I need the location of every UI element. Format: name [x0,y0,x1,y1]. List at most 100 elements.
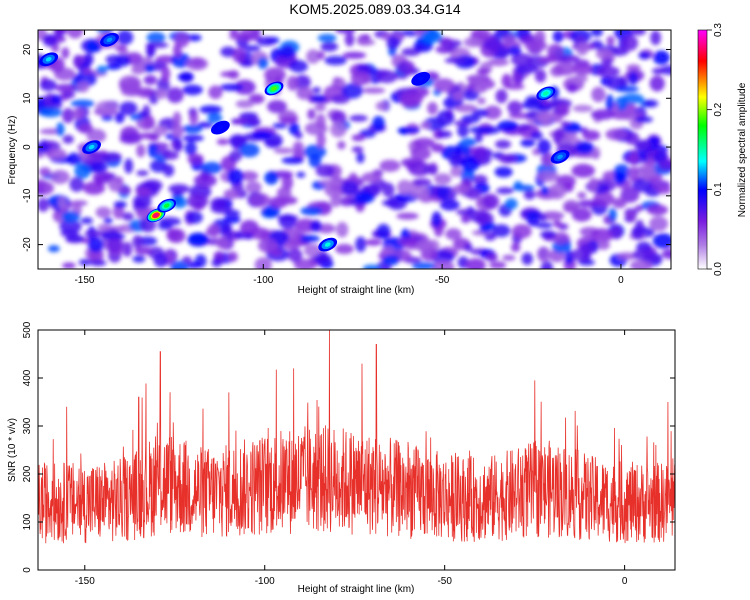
heatmap-blob [455,208,479,216]
heatmap-hotspot [264,81,284,96]
colorbar: 0.0 0.1 0.2 0.3 Normalized spectral amplitu… [697,23,748,276]
heatmap-texture-blobs [38,30,671,269]
heatmap-blob [453,104,478,113]
heatmap-blob [185,211,203,224]
heatmap-blob [96,30,113,34]
heatmap-blob [143,75,158,85]
heatmap-blob [174,32,190,48]
heatmap-blob [74,163,91,179]
heatmap-blob [648,137,660,145]
heatmap-blob [534,69,547,83]
heatmap-blob [39,79,57,92]
heatmap-blob [289,60,308,73]
heatmap-blob [444,57,467,64]
heatmap-blob [411,262,436,269]
heatmap-blob [361,87,386,94]
heatmap-hotspot [550,149,570,164]
heatmap-blob [53,30,68,35]
heatmap-blob [300,234,320,243]
heatmap-blob [314,103,326,112]
heatmap-blob [286,75,299,91]
heatmap-blob [38,167,52,177]
heatmap-blob [471,109,489,118]
heatmap-blob [308,154,322,168]
heatmap-blob [234,79,256,95]
colorbar-ticks: 0.0 0.1 0.2 0.3 [707,23,724,276]
heatmap-blob [619,110,638,121]
heatmap-blob [576,42,589,56]
heatmap-blob [132,235,143,249]
heatmap-blob [80,217,94,225]
heatmap-blob [566,83,578,93]
heatmap-blob [553,61,577,76]
heatmap-blob [317,33,337,43]
heatmap-hotspot-layer [217,125,224,130]
heatmap-blob [556,103,570,117]
heatmap-blob [520,139,536,147]
heatmap-blob [324,55,347,66]
heatmap-blob [615,85,639,93]
heatmap-blob [350,70,370,86]
heatmap-blob [574,141,595,154]
heatmap-blob [526,210,540,227]
heatmap-blob [83,52,94,66]
heatmap-blob [540,230,557,239]
heatmap-blob [460,155,481,172]
heatmap-blob [239,33,262,41]
heatmap-blob [122,212,134,221]
heatmap-blob [356,152,365,164]
heatmap-blob [62,107,75,124]
heatmap-blob [38,143,50,154]
heatmap-blob [495,139,511,149]
heatmap-blob [652,67,665,75]
heatmap-blob [243,45,261,52]
heatmap-blob [453,90,464,102]
heatmap-blob [433,78,456,93]
heatmap-blob [649,216,669,232]
heatmap-blob [365,239,382,246]
heatmap-blob [78,123,94,134]
heatmap-blob [55,83,77,93]
heatmap-blob [473,209,490,225]
heatmap-blob [300,206,323,216]
heatmap-blob [173,139,184,152]
heatmap-blob [143,114,155,130]
heatmap-hotspot-layer [163,203,170,208]
heatmap-blob [229,33,245,40]
colorbar-tick-label: 0.2 [713,102,724,116]
heatmap-y-tick-label: 0 [22,144,33,150]
heatmap-blob [591,146,601,160]
snr-panel: -150 -100 -50 0 0 100 200 300 400 500 Height of … [7,321,676,595]
heatmap-blob [227,168,244,185]
heatmap-blob [381,199,401,207]
heatmap-hotspot [157,198,177,213]
heatmap-blob [315,113,326,130]
snr-x-tick-label: -100 [255,576,275,587]
heatmap-blob [307,108,316,120]
heatmap-blob [652,50,670,65]
heatmap-blob [50,94,63,105]
heatmap-hotspot [318,237,338,252]
heatmap-blob [296,171,306,178]
heatmap-blob [65,234,85,243]
snr-x-axis-label: Height of straight line (km) [298,584,415,595]
heatmap-blob [416,238,434,252]
heatmap-blob [625,210,637,223]
heatmap-blob [472,174,488,186]
heatmap-blob [507,100,523,115]
heatmap-blob [524,40,548,52]
heatmap-blob [188,233,208,244]
heatmap-blob [537,139,551,155]
heatmap-blob [38,197,50,212]
heatmap-blob [628,71,639,86]
heatmap-blob [351,134,366,142]
heatmap-blob [510,53,534,67]
heatmap-blob [131,65,146,75]
heatmap-blob [337,140,346,150]
heatmap-blob [124,158,134,174]
heatmap-blob [547,43,564,60]
heatmap-x-tick-label: -50 [435,275,450,286]
heatmap-blob [614,171,627,185]
heatmap-blob [541,186,550,196]
